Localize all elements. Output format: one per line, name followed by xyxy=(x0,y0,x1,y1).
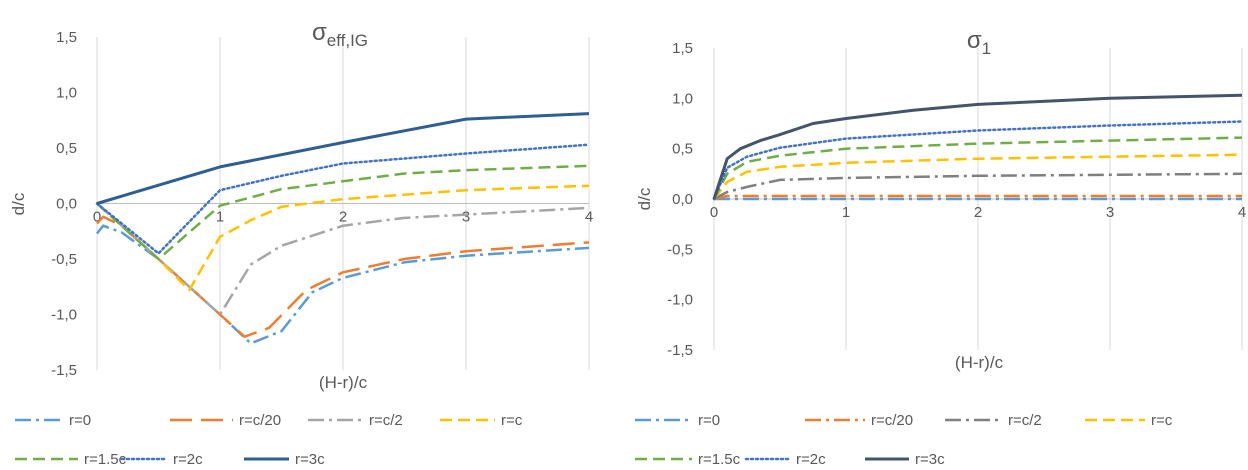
legend-label: r=1.5c xyxy=(84,451,127,468)
chart-title: σeff,IG xyxy=(312,19,368,50)
x-tick-label: 1 xyxy=(842,204,850,221)
legend-label: r=1.5c xyxy=(698,451,741,468)
y-tick-label: 1,0 xyxy=(672,90,693,107)
x-axis-title: (H-r)/c xyxy=(319,373,368,392)
y-tick-label: 1,5 xyxy=(56,29,77,46)
series-line-r=c/20 xyxy=(96,215,590,338)
x-tick-label: 3 xyxy=(462,209,470,226)
legend-label: r=c/20 xyxy=(239,412,281,429)
chart-title-subscript: 1 xyxy=(982,39,991,58)
legend-label: r=3c xyxy=(915,451,945,468)
y-tick-label: 1,0 xyxy=(56,85,77,102)
x-axis-title: (H-r)/c xyxy=(955,353,1004,372)
legend-label: r=2c xyxy=(796,451,826,468)
legend: r=0 r=c/20 r=c/2 r=c r=1.5c r=2c r=3c xyxy=(15,412,523,468)
series-line-r=c/20 xyxy=(713,194,1242,201)
series-line-r=0 xyxy=(96,224,590,345)
legend-label: r=2c xyxy=(173,451,203,468)
x-tick-label: 2 xyxy=(339,209,347,226)
chart-1: 1,5 1,0 0,5 0,0 -0,5 -1,0 -1,5 0 1 2 3 4 σeff,IG (H-r… xyxy=(9,19,593,468)
chart-title: σ1 xyxy=(967,27,991,58)
series-line-r=1.5c xyxy=(712,136,1243,200)
y-tick-label: -1,5 xyxy=(667,342,693,359)
legend-label: r=c/2 xyxy=(1008,412,1042,429)
x-tick-label: 3 xyxy=(1106,204,1114,221)
legend-label: r=c xyxy=(501,412,523,429)
series-line-r=c/2 xyxy=(713,172,1243,201)
series-line-r=c/2 xyxy=(96,202,590,316)
y-axis-title: d/c xyxy=(9,192,28,215)
y-tick-label: 0,0 xyxy=(672,191,693,208)
series-line-r=1.5c xyxy=(96,164,590,261)
series-line-r=2c xyxy=(712,120,1244,201)
x-tick-label: 4 xyxy=(1238,204,1246,221)
chart-title-main: σ xyxy=(312,19,327,46)
chart-title-main: σ xyxy=(967,27,982,54)
series-line-r=3c xyxy=(96,112,590,205)
legend-label: r=c/2 xyxy=(369,412,403,429)
series-line-r=c xyxy=(713,153,1243,200)
y-tick-label: -0,5 xyxy=(51,251,77,268)
legend-label: r=0 xyxy=(698,412,720,429)
y-tick-label: -1,5 xyxy=(51,362,77,379)
series-line-r=2c xyxy=(95,143,591,255)
y-tick-label: -1,0 xyxy=(51,307,77,324)
y-tick-label: 1,5 xyxy=(672,40,693,57)
series-line-r=c xyxy=(96,184,590,292)
legend-label: r=0 xyxy=(69,412,91,429)
y-tick-label: 0,0 xyxy=(56,196,77,213)
chart-title-subscript: eff,IG xyxy=(327,31,368,50)
chart-2: 1,51,00,50,0-0,5-1,0-1,50 1 2 3 4σ1(H-r)/cd/… xyxy=(635,27,1246,468)
legend-label: r=c xyxy=(1151,412,1173,429)
y-axis-title: d/c xyxy=(635,187,654,210)
x-tick-label: 1 xyxy=(216,209,224,226)
y-tick-label: 0,5 xyxy=(56,140,77,157)
y-tick-label: -1,0 xyxy=(667,292,693,309)
legend: r=0 r=c/20 r=c/2 r=c r=1.5c r=2c r=3c xyxy=(635,412,1173,468)
x-tick-label: 0 xyxy=(93,209,101,226)
series-line-r=3c xyxy=(712,93,1243,200)
legend-label: r=3c xyxy=(295,451,325,468)
y-tick-label: -0,5 xyxy=(667,241,693,258)
x-tick-label: 4 xyxy=(585,209,593,226)
x-tick-label: 0 xyxy=(710,204,718,221)
x-tick-label: 2 xyxy=(974,204,982,221)
y-tick-label: 0,5 xyxy=(672,141,693,158)
legend-label: r=c/20 xyxy=(871,412,913,429)
